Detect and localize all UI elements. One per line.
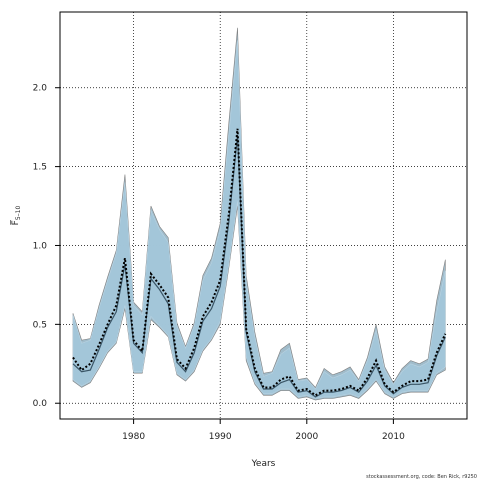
confidence-band-inner bbox=[72, 40, 446, 399]
x-tick-label: 1990 bbox=[209, 432, 232, 442]
x-tick-label: 1980 bbox=[122, 432, 145, 442]
footer-credit: stockassessment.org, code: Ben Rick, r92… bbox=[366, 474, 477, 480]
y-tick-label: 0.5 bbox=[33, 320, 47, 330]
y-tick-label: 2.0 bbox=[33, 84, 48, 94]
confidence-band-outer bbox=[72, 27, 446, 401]
ticks-layer bbox=[55, 87, 394, 424]
x-axis-title: Years bbox=[251, 459, 276, 469]
x-tick-label: 2010 bbox=[382, 432, 405, 442]
x-tick-label: 2000 bbox=[295, 432, 318, 442]
lines-layer bbox=[72, 128, 447, 398]
bands-layer bbox=[72, 27, 446, 401]
y-axis-title-main: F̅ bbox=[9, 219, 21, 225]
y-tick-label: 1.5 bbox=[33, 163, 47, 173]
tick-labels-layer: 1980 1990 2000 2010 0.0 0.5 1.0 1.5 2.0 bbox=[33, 84, 405, 442]
y-tick-label: 0.0 bbox=[33, 399, 48, 409]
y-tick-label: 1.0 bbox=[33, 241, 48, 251]
plot-frame bbox=[59, 11, 468, 420]
y-axis-title: F̅5–10 bbox=[9, 205, 22, 225]
series-line-estimate bbox=[72, 128, 447, 397]
y-axis-title-subscript: 5–10 bbox=[15, 205, 22, 220]
